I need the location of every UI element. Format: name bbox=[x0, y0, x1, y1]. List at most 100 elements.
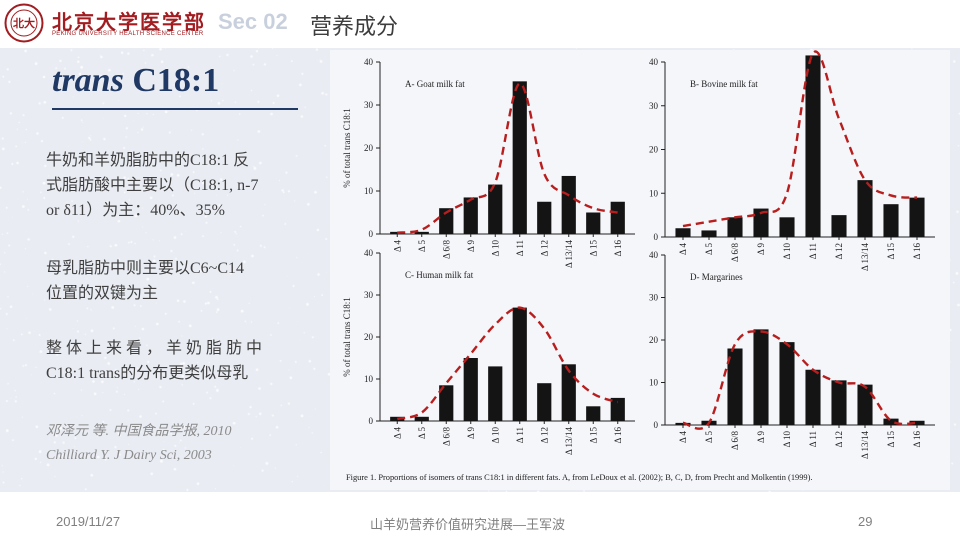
x-tick-label: Δ 12 bbox=[539, 427, 549, 444]
x-tick-label: Δ 6/8 bbox=[730, 243, 740, 263]
panel-title: A- Goat milk fat bbox=[405, 79, 465, 89]
bar bbox=[610, 201, 625, 234]
x-tick-label: Δ 5 bbox=[417, 427, 427, 440]
x-tick-label: Δ 13/14 bbox=[564, 427, 574, 456]
figure-caption: Figure 1. Proportions of isomers of tran… bbox=[346, 473, 813, 482]
bar bbox=[831, 380, 847, 425]
trend-curve bbox=[397, 82, 618, 234]
citation-2: Chilliard Y. J Dairy Sci, 2003 bbox=[46, 448, 212, 463]
bar bbox=[701, 230, 717, 237]
x-tick-label: Δ 11 bbox=[515, 240, 525, 256]
bar bbox=[909, 420, 925, 425]
x-tick-label: Δ 4 bbox=[392, 240, 402, 253]
panel-title: D- Margarines bbox=[690, 272, 743, 282]
y-tick-label: 0 bbox=[654, 420, 659, 430]
bar bbox=[857, 384, 873, 425]
bar bbox=[390, 231, 405, 234]
university-name-cn: 北京大学医学部 bbox=[52, 10, 206, 34]
y-tick-label: 20 bbox=[649, 145, 659, 155]
bar bbox=[463, 358, 478, 421]
y-tick-label: 30 bbox=[364, 290, 374, 300]
bar bbox=[561, 364, 576, 421]
figure-panel: 0 10 20 30 40 A- Goat milk fat % of total tran… bbox=[330, 50, 950, 490]
paragraph-milk-fat: 牛奶和羊奶脂肪中的C18:1 反 式脂肪酸中主要以（C18:1, n-7 or … bbox=[46, 148, 296, 223]
trans-c18-1-charts: 0 10 20 30 40 A- Goat milk fat % of total tran… bbox=[342, 50, 935, 460]
x-tick-label: Δ 5 bbox=[417, 240, 427, 253]
bar bbox=[779, 217, 795, 237]
x-tick-label: Δ 16 bbox=[912, 431, 922, 448]
paragraph-conclusion: 整 体 上 来 看 ， 羊 奶 脂 肪 中 C18:1 trans的分布更类似母… bbox=[46, 336, 296, 386]
y-tick-label: 40 bbox=[364, 248, 374, 258]
y-axis-label: % of total trans C18:1 bbox=[342, 297, 352, 377]
bar bbox=[883, 204, 899, 237]
bar bbox=[753, 329, 769, 425]
section-title: 营养成分 bbox=[310, 14, 399, 39]
svg-text:北大: 北大 bbox=[13, 16, 35, 30]
trend-curve bbox=[396, 306, 619, 421]
x-tick-label: Δ 10 bbox=[490, 240, 500, 257]
bar bbox=[675, 422, 691, 425]
y-tick-label: 30 bbox=[649, 293, 659, 303]
bar bbox=[779, 342, 795, 425]
trend-curve bbox=[682, 50, 918, 228]
bar bbox=[537, 383, 552, 421]
bar bbox=[586, 406, 601, 421]
x-tick-label: Δ 13/14 bbox=[860, 431, 870, 460]
slide-title-italic: trans bbox=[52, 62, 124, 99]
citation-1: 邓泽元 等. 中国食品学报, 2010 bbox=[46, 424, 232, 439]
bar bbox=[610, 397, 625, 421]
y-tick-label: 40 bbox=[364, 57, 374, 67]
slide-title-rest: C18:1 bbox=[123, 62, 220, 99]
x-tick-label: Δ 9 bbox=[756, 431, 766, 444]
bar bbox=[727, 217, 743, 237]
x-tick-label: Δ 15 bbox=[588, 240, 598, 257]
header: 北大 北京大学医学部 PEKING UNIVERSITY HEALTH SCIE… bbox=[0, 0, 960, 48]
x-tick-label: Δ 12 bbox=[539, 240, 549, 257]
bar bbox=[488, 366, 503, 421]
paragraph-human-milk: 母乳脂肪中则主要以C6~C14 位置的双键为主 bbox=[46, 256, 296, 306]
bar bbox=[561, 175, 576, 234]
x-tick-label: Δ 15 bbox=[588, 427, 598, 444]
x-tick-label: Δ 4 bbox=[678, 243, 688, 256]
bar bbox=[805, 369, 821, 425]
x-tick-label: Δ 6/8 bbox=[441, 427, 451, 447]
x-tick-label: Δ 9 bbox=[466, 427, 476, 440]
text-line: 位置的双键为主 bbox=[46, 285, 159, 302]
x-tick-label: Δ 10 bbox=[490, 427, 500, 444]
bar bbox=[488, 184, 503, 234]
bar bbox=[883, 418, 899, 425]
trend-curve bbox=[682, 330, 918, 430]
x-tick-label: Δ 10 bbox=[782, 431, 792, 448]
x-tick-label: Δ 15 bbox=[886, 243, 896, 260]
x-tick-label: Δ 10 bbox=[782, 243, 792, 260]
y-tick-label: 20 bbox=[649, 335, 659, 345]
section-number: Sec 02 bbox=[218, 9, 288, 34]
y-tick-label: 0 bbox=[369, 229, 374, 239]
title-underline bbox=[52, 108, 298, 110]
text-line: or δ11）为主：40%、35% bbox=[46, 202, 225, 219]
slide-title: trans C18:1 bbox=[52, 62, 219, 100]
text-line: C18:1 trans的分布更类似母乳 bbox=[46, 365, 249, 382]
x-tick-label: Δ 9 bbox=[466, 240, 476, 253]
footer: 2019/11/27 山羊奶营养价值研究进展—王军波 29 bbox=[0, 492, 960, 540]
bar bbox=[831, 215, 847, 237]
footer-date: 2019/11/27 bbox=[56, 514, 121, 529]
y-tick-label: 40 bbox=[649, 57, 659, 67]
y-tick-label: 10 bbox=[649, 188, 659, 198]
x-tick-label: Δ 12 bbox=[834, 431, 844, 448]
text-line: 式脂肪酸中主要以（C18:1, n-7 bbox=[46, 177, 259, 194]
panel-title: B- Bovine milk fat bbox=[690, 79, 758, 89]
x-tick-label: Δ 11 bbox=[808, 243, 818, 259]
bar bbox=[675, 228, 691, 237]
page-number: 29 bbox=[858, 514, 873, 529]
y-tick-label: 0 bbox=[369, 416, 374, 426]
y-tick-label: 30 bbox=[364, 100, 374, 110]
y-tick-label: 10 bbox=[364, 374, 374, 384]
x-tick-label: Δ 4 bbox=[392, 427, 402, 440]
bar bbox=[805, 55, 821, 237]
pku-seal-logo: 北大 bbox=[4, 3, 44, 43]
y-tick-label: 40 bbox=[649, 250, 659, 260]
x-tick-label: Δ 9 bbox=[756, 243, 766, 256]
x-tick-label: Δ 15 bbox=[886, 431, 896, 448]
bar bbox=[414, 416, 429, 421]
